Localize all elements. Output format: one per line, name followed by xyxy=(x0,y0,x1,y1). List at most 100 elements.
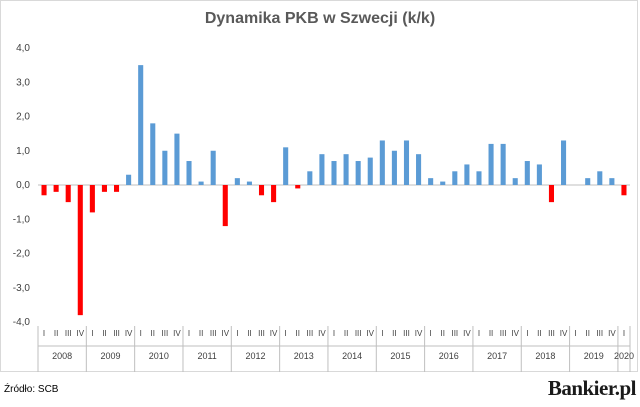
bar xyxy=(355,161,361,185)
quarter-tick-label: IV xyxy=(366,329,374,338)
quarter-tick-label: IV xyxy=(608,329,616,338)
bar xyxy=(65,185,71,203)
bar xyxy=(246,181,252,185)
bar xyxy=(476,171,482,185)
bar xyxy=(331,161,337,185)
quarter-tick-label: IV xyxy=(125,329,133,338)
quarter-tick-label: I xyxy=(236,329,238,338)
quarter-tick-label: IV xyxy=(560,329,568,338)
quarter-tick-label: IV xyxy=(318,329,326,338)
quarter-tick-label: III xyxy=(596,329,603,338)
quarter-tick-label: IV xyxy=(77,329,85,338)
quarter-tick-label: I xyxy=(478,329,480,338)
bar xyxy=(77,185,83,316)
bar xyxy=(53,185,59,192)
quarter-tick-label: II xyxy=(296,329,300,338)
bar xyxy=(379,140,385,185)
quarter-tick-label: I xyxy=(188,329,190,338)
bar xyxy=(258,185,265,196)
quarter-tick-label: III xyxy=(210,329,217,338)
quarter-tick-label: III xyxy=(403,329,410,338)
y-tick-label: -3,0 xyxy=(13,283,31,294)
y-tick-label: 0,0 xyxy=(16,180,30,191)
quarter-tick-label: I xyxy=(430,329,432,338)
year-tick-label: 2018 xyxy=(535,351,555,361)
bar xyxy=(500,143,506,185)
quarter-tick-label: II xyxy=(102,329,106,338)
quarter-tick-label: II xyxy=(199,329,203,338)
year-tick-label: 2010 xyxy=(149,351,169,361)
bar xyxy=(222,185,228,227)
year-tick-label: 2019 xyxy=(584,351,604,361)
year-tick-label: 2014 xyxy=(342,351,362,361)
bar xyxy=(174,133,180,185)
bar xyxy=(295,185,301,189)
year-tick-label: 2013 xyxy=(294,351,314,361)
year-tick-label: 2020 xyxy=(614,351,634,361)
quarter-tick-label: I xyxy=(381,329,383,338)
bar xyxy=(416,154,422,185)
bar xyxy=(452,171,458,185)
bar xyxy=(464,164,470,185)
bar xyxy=(101,185,107,192)
bar xyxy=(561,140,567,185)
bar xyxy=(343,154,349,185)
y-tick-label: -2,0 xyxy=(13,249,31,260)
quarter-tick-label: I xyxy=(43,329,45,338)
quarter-tick-label: I xyxy=(91,329,93,338)
bar xyxy=(307,171,313,185)
bar xyxy=(210,150,216,185)
bar xyxy=(41,185,47,196)
quarter-tick-label: II xyxy=(151,329,155,338)
bar xyxy=(198,181,204,185)
quarter-tick-label: II xyxy=(344,329,348,338)
quarter-tick-label: IV xyxy=(221,329,229,338)
bar xyxy=(319,154,325,185)
year-tick-label: 2011 xyxy=(197,351,216,361)
quarter-tick-label: I xyxy=(526,329,528,338)
quarter-tick-label: III xyxy=(548,329,555,338)
quarter-tick-label: IV xyxy=(270,329,278,338)
quarter-tick-label: III xyxy=(113,329,120,338)
year-tick-label: 2009 xyxy=(100,351,120,361)
quarter-tick-label: II xyxy=(537,329,541,338)
bar xyxy=(186,161,192,185)
bar xyxy=(488,143,494,185)
bar xyxy=(367,157,373,185)
y-tick-label: 3,0 xyxy=(16,77,30,88)
quarter-tick-label: IV xyxy=(173,329,181,338)
y-tick-label: -4,0 xyxy=(13,317,31,328)
year-tick-label: 2016 xyxy=(439,351,459,361)
source-label: Źródło: SCB xyxy=(4,384,59,395)
bar xyxy=(585,178,591,185)
bar xyxy=(440,181,446,185)
y-tick-label: -1,0 xyxy=(13,214,31,225)
quarter-tick-label: IV xyxy=(511,329,519,338)
bar xyxy=(271,185,277,203)
quarter-tick-label: IV xyxy=(463,329,471,338)
y-tick-label: 4,0 xyxy=(16,43,30,54)
quarter-tick-label: II xyxy=(585,329,589,338)
y-tick-label: 2,0 xyxy=(16,112,30,123)
quarter-tick-label: III xyxy=(65,329,72,338)
bar xyxy=(113,185,120,192)
bankier-logo: Bankier.pl xyxy=(547,376,637,400)
quarter-tick-label: II xyxy=(392,329,396,338)
bar xyxy=(536,164,542,185)
bar xyxy=(548,185,555,203)
bar xyxy=(138,65,144,185)
bar xyxy=(597,171,603,185)
quarter-tick-label: IV xyxy=(415,329,423,338)
bar xyxy=(512,178,518,185)
quarter-tick-label: I xyxy=(140,329,142,338)
quarter-tick-label: II xyxy=(247,329,251,338)
quarter-tick-label: III xyxy=(451,329,458,338)
bar xyxy=(391,150,397,185)
bar xyxy=(524,161,530,185)
quarter-tick-label: II xyxy=(489,329,493,338)
quarter-tick-label: III xyxy=(258,329,265,338)
quarter-tick-label: I xyxy=(333,329,335,338)
bar xyxy=(126,174,132,185)
bar xyxy=(162,150,168,185)
chart-title: Dynamika PKB w Szwecji (k/k) xyxy=(204,10,436,27)
